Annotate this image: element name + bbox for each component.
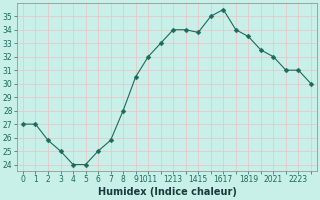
X-axis label: Humidex (Indice chaleur): Humidex (Indice chaleur) xyxy=(98,187,236,197)
